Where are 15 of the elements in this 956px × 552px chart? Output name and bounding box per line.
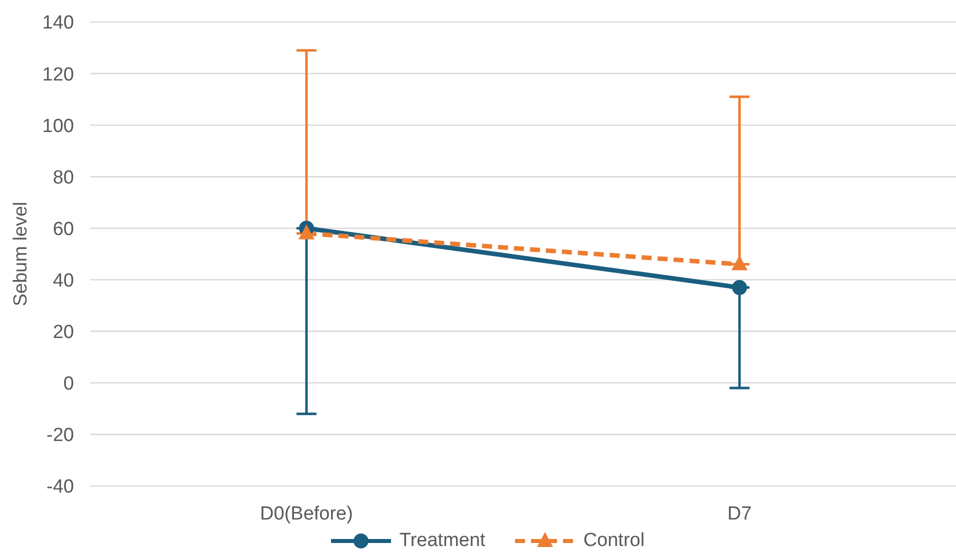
y-tick-label: 100 [42,116,74,137]
y-tick-label: 140 [42,12,74,34]
y-axis-title: Sebum level [10,202,32,306]
y-tick-label: 80 [52,167,74,188]
legend-label: Control [583,530,645,552]
y-tick-label: 0 [63,374,74,395]
x-tick-label: D7 [727,503,752,524]
y-tick-label: 40 [52,270,74,292]
y-tick-label: 20 [52,322,74,344]
y-tick-label: 120 [42,64,74,86]
y-tick-label: -20 [46,425,74,446]
y-tick-label: 60 [52,218,74,240]
legend-label: Treatment [399,530,486,552]
y-tick-label: -40 [46,476,74,498]
x-tick-label: D0(Before) [260,503,353,524]
